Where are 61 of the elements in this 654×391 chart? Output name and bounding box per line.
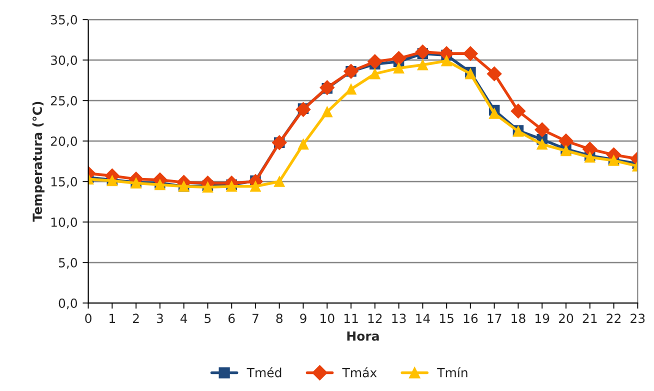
point: [415, 44, 430, 60]
point: [534, 122, 550, 138]
x-tick-label: 17: [488, 314, 502, 323]
point: [486, 66, 502, 82]
point: [296, 102, 311, 117]
y-tick-label: 35,0: [50, 15, 78, 26]
point: [272, 135, 287, 150]
x-tick-label: 8: [276, 314, 282, 324]
y-tick-label: 5,0: [58, 258, 78, 269]
y-axis-title: Temperatura (°C): [32, 102, 44, 222]
x-tick-label: 5: [204, 314, 211, 324]
x-tick-label: 13: [392, 314, 406, 324]
point: [417, 60, 428, 70]
point: [344, 64, 358, 79]
point: [322, 106, 333, 118]
point: [558, 134, 574, 148]
y-tick-label: 20,0: [50, 136, 78, 148]
x-tick-label: 10: [320, 314, 334, 324]
point: [582, 142, 598, 157]
x-tick-label: 22: [606, 314, 620, 323]
x-tick-label: 20: [558, 314, 574, 324]
x-tick-label: 6: [228, 314, 235, 324]
legend-label: Tmín: [437, 367, 468, 378]
point: [391, 51, 406, 66]
x-axis-title: Hora: [347, 331, 379, 341]
point: [298, 138, 309, 150]
x-tick-label: 11: [344, 314, 358, 323]
x-tick-label: 9: [300, 314, 306, 324]
point: [536, 138, 548, 150]
x-tick-label: 1: [110, 314, 115, 323]
x-tick-label: 4: [180, 314, 188, 323]
y-tick-label: 10,0: [51, 218, 78, 228]
point: [368, 54, 382, 70]
x-tick-label: 21: [582, 314, 597, 323]
x-tick-label: 14: [416, 314, 430, 323]
x-tick-label: 16: [464, 314, 478, 324]
x-tick-label: 18: [512, 314, 526, 324]
point: [488, 108, 500, 119]
y-tick-label: 0,0: [58, 298, 78, 310]
point: [250, 181, 261, 192]
x-tick-label: 15: [440, 314, 454, 324]
x-tick-label: 7: [252, 314, 258, 323]
y-tick-label: 30,0: [50, 56, 78, 66]
point: [370, 68, 380, 80]
y-tick-label: 15,0: [51, 177, 78, 188]
x-tick-label: 19: [536, 314, 550, 324]
x-tick-label: 2: [133, 314, 139, 323]
point: [346, 84, 356, 95]
x-tick-label: 23: [630, 314, 645, 324]
y-tick-label: 25,0: [50, 96, 78, 107]
point: [510, 104, 526, 118]
point: [441, 55, 452, 66]
point: [463, 46, 478, 61]
legend-label: Tméd: [246, 367, 282, 378]
point: [393, 62, 404, 74]
point: [320, 80, 335, 95]
point: [274, 176, 285, 187]
legend-label: Tmáx: [342, 367, 377, 378]
x-tick-label: 0: [85, 314, 92, 324]
x-tick-label: 3: [156, 314, 163, 324]
x-tick-label: 12: [368, 314, 382, 323]
